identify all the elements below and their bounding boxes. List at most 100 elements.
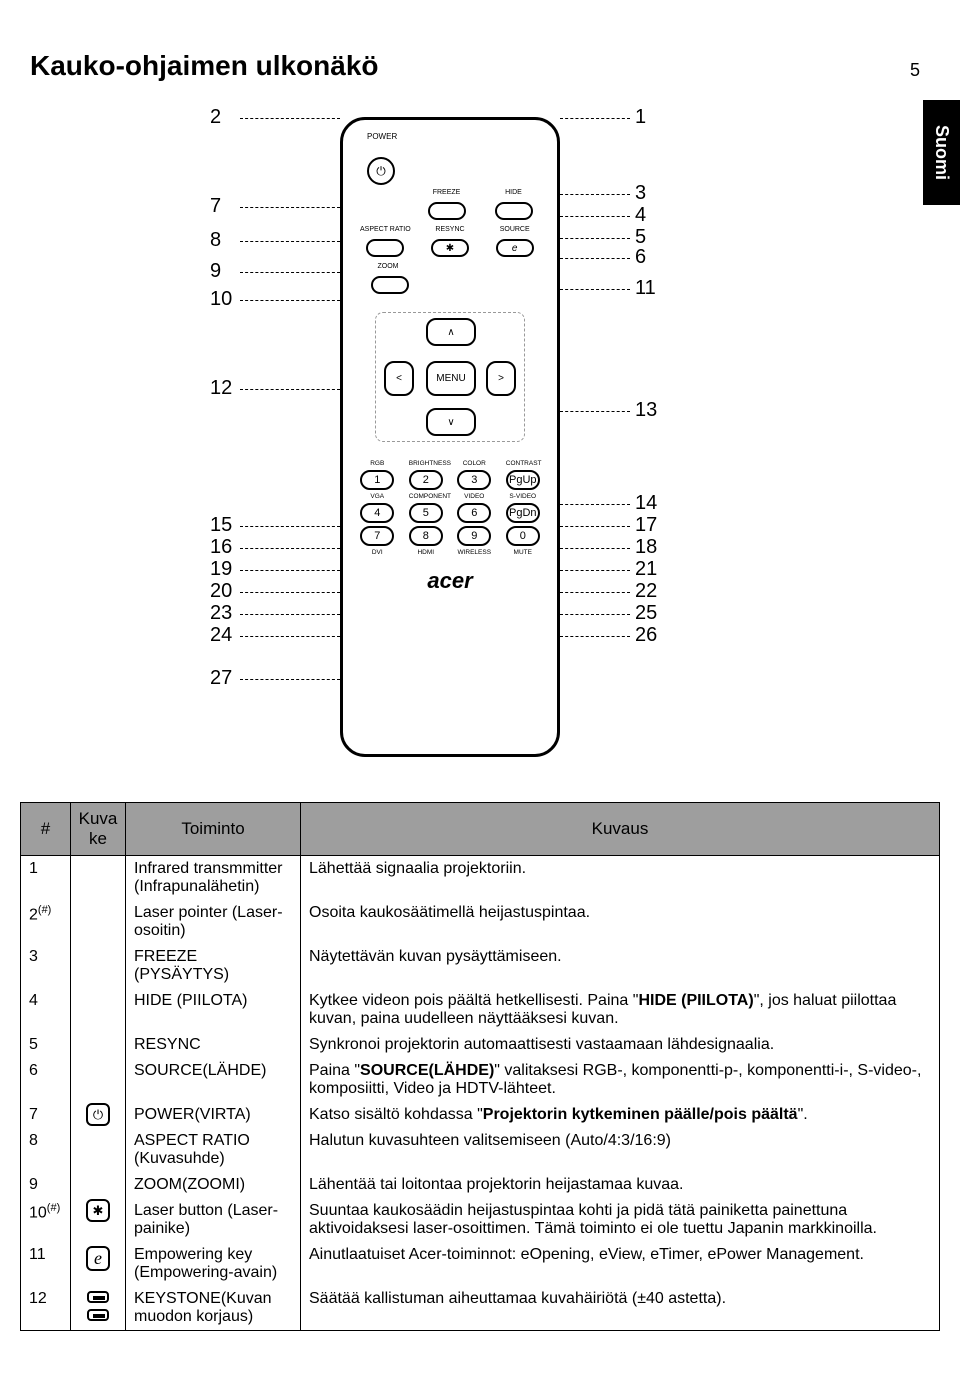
callout-27: 27 (210, 667, 232, 690)
callout-6: 6 (635, 246, 646, 269)
callout-21: 21 (635, 558, 657, 581)
aspect-button (366, 239, 404, 257)
table-row: 4HIDE (PIILOTA)Kytkee videon pois päältä… (21, 988, 940, 1032)
page-title: Kauko-ohjaimen ulkonäkö (30, 50, 960, 82)
table-row: 10(#)✱Laser button (Laser-painike)Suunta… (21, 1198, 940, 1242)
grid-label: DVI (360, 549, 394, 556)
callout-16: 16 (210, 536, 232, 559)
row-icon (71, 900, 126, 944)
row-icon (71, 1128, 126, 1172)
callout-23: 23 (210, 602, 232, 625)
table-header: # (21, 803, 71, 856)
row-desc: Paina "SOURCE(LÄHDE)" valitaksesi RGB-, … (301, 1058, 940, 1102)
callout-18: 18 (635, 536, 657, 559)
table-row: 7⏻POWER(VIRTA)Katso sisältö kohdassa "Pr… (21, 1102, 940, 1128)
row-desc: Synkronoi projektorin automaattisesti va… (301, 1032, 940, 1058)
callout-11: 11 (635, 277, 656, 300)
dpad: ∧ < MENU > ∨ (375, 312, 525, 442)
freeze-label: FREEZE (413, 189, 480, 196)
table-row: 9 ZOOM(ZOOMI)Lähentää tai loitontaa proje… (21, 1172, 940, 1198)
grid-label: MUTE (506, 549, 540, 556)
resync-button: ✱ (431, 239, 469, 257)
remote-diagram: 2789101215161920232427134561113141718212… (30, 102, 960, 772)
callout-15: 15 (210, 514, 232, 537)
num-button-PgUp: PgUp (506, 470, 540, 490)
row-desc: Osoita kaukosäätimellä heijastuspintaa. (301, 900, 940, 944)
callout-3: 3 (635, 182, 646, 205)
row-desc: Näytettävän kuvan pysäyttämiseen. (301, 944, 940, 988)
source-label: SOURCE (482, 226, 547, 233)
table-header: Toiminto (126, 803, 301, 856)
row-func: KEYSTONE(Kuvan muodon korjaus) (126, 1286, 301, 1331)
row-icon (71, 1172, 126, 1198)
grid-label: COMPONENT (409, 493, 443, 500)
dpad-menu: MENU (426, 361, 476, 396)
grid-label: VIDEO (457, 493, 491, 500)
freeze-button (428, 202, 466, 220)
grid-label: CONTRAST (506, 460, 540, 467)
callout-14: 14 (635, 492, 657, 515)
row-num: 12 (21, 1286, 71, 1331)
row-desc: Lähentää tai loitontaa projektorin heija… (301, 1172, 940, 1198)
resync-label: RESYNC (418, 226, 483, 233)
row-icon (71, 856, 126, 901)
table-row: 6SOURCE(LÄHDE)Paina "SOURCE(LÄHDE)" vali… (21, 1058, 940, 1102)
num-button-7: 7 (360, 526, 394, 546)
row-func: RESYNC (126, 1032, 301, 1058)
table-row: 12 KEYSTONE(Kuvan muodon korjaus)Säätää k… (21, 1286, 940, 1331)
callout-9: 9 (210, 260, 221, 283)
row-desc: Ainutlaatuiset Acer-toiminnot: eOpening,… (301, 1242, 940, 1286)
grid-label: RGB (360, 460, 394, 467)
page-number: 5 (910, 60, 920, 81)
callout-26: 26 (635, 624, 657, 647)
row-icon (71, 1286, 126, 1331)
row-num: 8 (21, 1128, 71, 1172)
num-button-2: 2 (409, 470, 443, 490)
table-header: Kuvaus (301, 803, 940, 856)
row-icon (71, 988, 126, 1032)
row-desc: Säätää kallistuman aiheuttamaa kuvahäiri… (301, 1286, 940, 1331)
row-icon: e (71, 1242, 126, 1286)
row-num: 3 (21, 944, 71, 988)
row-desc: Katso sisältö kohdassa "Projektorin kytk… (301, 1102, 940, 1128)
hide-button (495, 202, 533, 220)
table-row: 1 Infrared transmmitter (Infrapunalähetin… (21, 856, 940, 901)
zoom-label: ZOOM (363, 263, 413, 270)
grid-label: BRIGHTNESS (409, 460, 443, 467)
row-num: 9 (21, 1172, 71, 1198)
row-func: Laser button (Laser-painike) (126, 1198, 301, 1242)
dpad-right: > (486, 361, 516, 396)
row-func: ZOOM(ZOOMI) (126, 1172, 301, 1198)
row-icon (71, 1058, 126, 1102)
row-desc: Halutun kuvasuhteen valitsemiseen (Auto/… (301, 1128, 940, 1172)
callout-20: 20 (210, 580, 232, 603)
table-header: Kuva ke (71, 803, 126, 856)
dpad-down: ∨ (426, 408, 476, 436)
row-num: 4 (21, 988, 71, 1032)
source-button: e (496, 239, 534, 257)
row-num: 7 (21, 1102, 71, 1128)
num-button-5: 5 (409, 503, 443, 523)
callout-10: 10 (210, 288, 232, 311)
row-num: 11 (21, 1242, 71, 1286)
num-button-4: 4 (360, 503, 394, 523)
grid-label: WIRELESS (457, 549, 491, 556)
table-row: 11eEmpowering key (Empowering-avain)Ainu… (21, 1242, 940, 1286)
number-grid: RGBBRIGHTNESSCOLORCONTRAST 123PgUp VGACO… (353, 460, 547, 556)
callout-4: 4 (635, 204, 646, 227)
function-table: #Kuva keToimintoKuvaus 1 Infrared transmm… (20, 802, 940, 1331)
row-num: 1 (21, 856, 71, 901)
row-num: 6 (21, 1058, 71, 1102)
remote-body: POWER ⏻ FREEZEHIDE ASPECT RATIORESYNCSOU… (340, 117, 560, 757)
num-button-3: 3 (457, 470, 491, 490)
num-button-8: 8 (409, 526, 443, 546)
row-func: Infrared transmmitter (Infrapunalähetin) (126, 856, 301, 901)
zoom-button (371, 276, 409, 294)
row-func: HIDE (PIILOTA) (126, 988, 301, 1032)
table-row: 8ASPECT RATIO (Kuvasuhde)Halutun kuvasuh… (21, 1128, 940, 1172)
num-button-1: 1 (360, 470, 394, 490)
num-button-9: 9 (457, 526, 491, 546)
row-num: 2(#) (21, 900, 71, 944)
row-desc: Suuntaa kaukosäädin heijastuspintaa koht… (301, 1198, 940, 1242)
row-func: FREEZE (PYSÄYTYS) (126, 944, 301, 988)
